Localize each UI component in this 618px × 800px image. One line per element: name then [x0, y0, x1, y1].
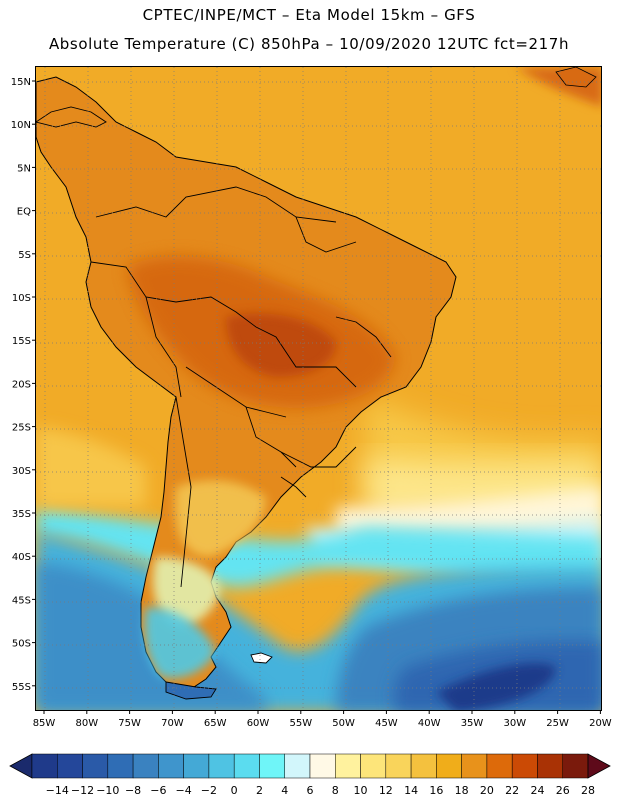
legend-swatch: [562, 753, 589, 779]
legend-label: 28: [581, 784, 595, 797]
lon-label-60w: 60W: [247, 718, 270, 729]
legend-swatch: [511, 753, 538, 779]
legend-swatch: [183, 753, 210, 779]
legend-swatch: [461, 753, 488, 779]
legend-label: 4: [281, 784, 288, 797]
legend-swatch: [158, 753, 184, 779]
lat-label-10n: 10N: [11, 120, 31, 131]
lon-label-85w: 85W: [33, 718, 56, 729]
map-title-line1: CPTEC/INPE/MCT – Eta Model 15km – GFS: [142, 6, 476, 24]
legend-swatch: [486, 753, 513, 779]
legend-label: 22: [505, 784, 519, 797]
graticule: [36, 67, 601, 710]
legend-swatch: [259, 753, 285, 779]
legend-label: 10: [354, 784, 368, 797]
south-america-land: [36, 67, 597, 700]
lon-label-50w: 50W: [332, 718, 355, 729]
lat-label-15n: 15N: [11, 77, 31, 88]
legend-swatch: [360, 753, 387, 779]
legend-label: 24: [530, 784, 544, 797]
lat-label-55s: 55S: [12, 682, 31, 693]
legend-labels: −14 −12 −10 −8 −6 −4 −2 0 2 4 6 8 10 12 14 16 18 20 22 24 26…: [46, 784, 595, 797]
legend-label: −8: [125, 784, 141, 797]
legend-high-arrow: [587, 753, 611, 779]
legend-label: −6: [150, 784, 166, 797]
lat-label-35s: 35S: [12, 509, 31, 520]
legend-low-arrow: [9, 753, 33, 779]
map-svg: [36, 67, 601, 710]
legend-label: −14: [46, 784, 69, 797]
lat-label-eq: EQ: [17, 207, 31, 218]
legend-swatch: [107, 753, 134, 779]
lon-label-70w: 70W: [161, 718, 184, 729]
lon-label-80w: 80W: [75, 718, 98, 729]
legend-label: 16: [429, 784, 443, 797]
legend-label: 18: [455, 784, 469, 797]
legend-label: 12: [379, 784, 393, 797]
lon-label-35w: 35W: [461, 718, 484, 729]
legend-label: −12: [71, 784, 94, 797]
lat-label-5n: 5N: [17, 163, 31, 174]
lat-label-40s: 40S: [12, 552, 31, 563]
legend-swatch: [537, 753, 563, 779]
legend-label: 6: [307, 784, 314, 797]
lon-label-45w: 45W: [375, 718, 398, 729]
lat-label-20s: 20S: [12, 379, 31, 390]
lon-label-55w: 55W: [289, 718, 312, 729]
lat-label-25s: 25S: [12, 423, 31, 434]
legend-swatch: [57, 753, 83, 779]
legend-swatch: [410, 753, 437, 779]
legend-swatch: [31, 753, 58, 779]
lon-label-20w: 20W: [589, 718, 612, 729]
lon-label-25w: 25W: [546, 718, 569, 729]
latitude-labels: 15N 10N 5N EQ 5S 10S 15S 20S 25S 30S 35S 40S 45S 50S 5…: [11, 77, 35, 693]
legend-label: −10: [96, 784, 119, 797]
legend-swatch: [309, 753, 336, 779]
lon-label-40w: 40W: [418, 718, 441, 729]
legend-label: 14: [404, 784, 418, 797]
legend-label: 26: [556, 784, 570, 797]
legend-swatch: [385, 753, 412, 779]
legend-label: −4: [176, 784, 192, 797]
lat-label-50s: 50S: [12, 639, 31, 650]
legend-swatch: [436, 753, 462, 779]
legend-label: 20: [480, 784, 494, 797]
legend-label: −2: [201, 784, 217, 797]
legend-swatch: [132, 753, 159, 779]
colorbar-legend: −14 −12 −10 −8 −6 −4 −2 0 2 4 6 8 10 12 14 16 18 20 22 24 26…: [9, 753, 611, 797]
lon-label-65w: 65W: [204, 718, 227, 729]
legend-swatches: [31, 753, 589, 779]
temperature-map: [35, 66, 602, 711]
lat-label-45s: 45S: [12, 595, 31, 606]
lon-label-75w: 75W: [118, 718, 141, 729]
legend-swatch: [284, 753, 311, 779]
lat-label-15s: 15S: [12, 336, 31, 347]
map-title-line2: Absolute Temperature (C) 850hPa – 10/09/…: [48, 35, 570, 53]
legend-swatch: [335, 753, 361, 779]
legend-swatch: [82, 753, 109, 779]
lat-label-5s: 5S: [18, 250, 31, 261]
legend-swatch: [233, 753, 260, 779]
lon-label-30w: 30W: [503, 718, 526, 729]
legend-swatch: [208, 753, 235, 779]
legend-label: 8: [332, 784, 339, 797]
longitude-labels: 85W 80W 75W 70W 65W 60W 55W 50W 45W 40W 35W 30W 25W 2…: [33, 711, 612, 729]
legend-label: 0: [231, 784, 238, 797]
legend-label: 2: [256, 784, 263, 797]
lat-label-30s: 30S: [12, 466, 31, 477]
lat-label-10s: 10S: [12, 293, 31, 304]
